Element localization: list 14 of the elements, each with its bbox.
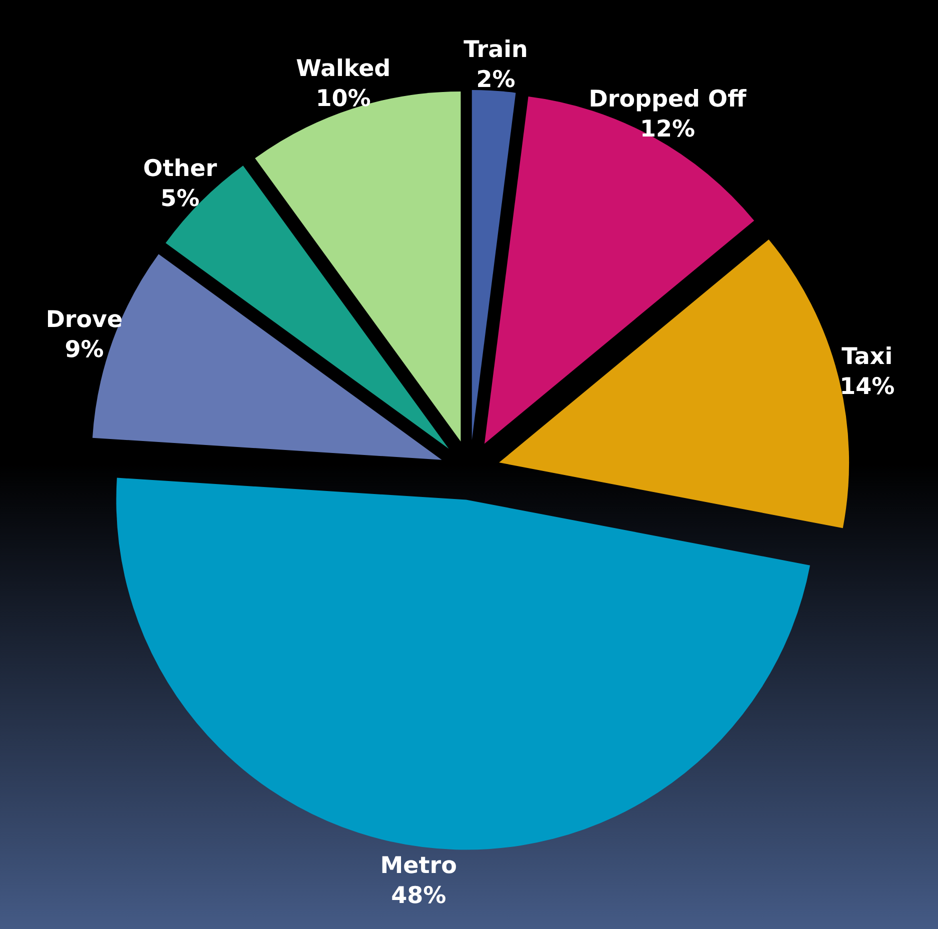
data-label: 48% [391, 882, 446, 909]
slice-label: Taxi [842, 344, 893, 370]
data-label: 12% [640, 116, 696, 143]
data-label: 10% [316, 86, 371, 112]
data-label: 14% [840, 374, 895, 400]
slice-label: Dropped Off [588, 86, 747, 113]
slice-label: Metro [380, 852, 457, 879]
slice-label: Train [464, 36, 528, 63]
slice-label: Walked [296, 56, 391, 82]
data-label: 9% [64, 337, 104, 364]
data-label: 2% [476, 66, 516, 93]
slice-label: Drove [46, 307, 123, 334]
slice-label: Other [143, 156, 218, 182]
data-label: 5% [160, 186, 200, 212]
